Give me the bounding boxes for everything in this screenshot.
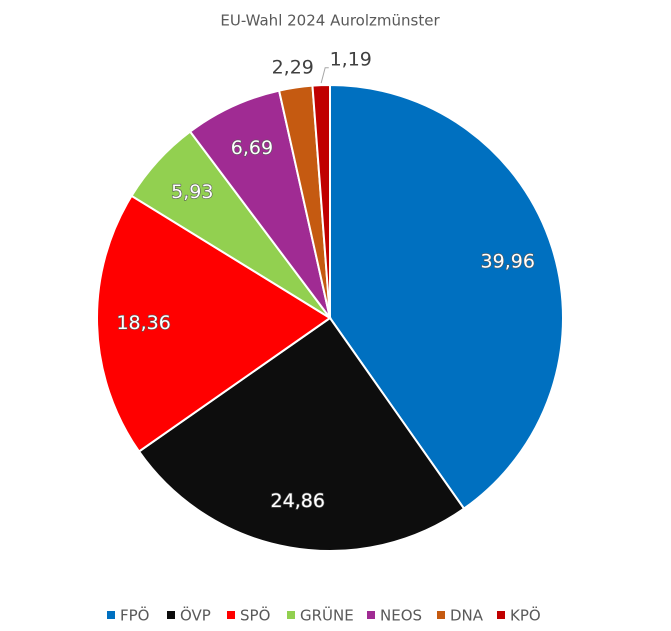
legend-label: KPÖ [510,606,541,625]
pie-slice [311,83,331,319]
pie-slice [329,83,564,511]
data-label: 1,19 [330,48,372,70]
legend-swatch [287,611,295,619]
chart-title: EU-Wahl 2024 Aurolzmünster [220,12,440,30]
legend-swatch [167,611,175,619]
pie-slice [137,316,466,552]
legend-label: NEOS [380,607,422,625]
data-label: 39,96 [481,250,535,272]
legend-swatch [437,611,445,619]
data-label: 18,36 [116,312,170,334]
data-label: 24,86 [271,490,325,512]
legend-label: GRÜNE [300,606,354,625]
legend-label: ÖVP [180,606,211,625]
legend-swatch [497,611,505,619]
legend-label: SPÖ [240,606,270,625]
legend-swatch [367,611,375,619]
data-label: 2,29 [272,56,314,78]
pie-slice [96,194,332,453]
data-label: 5,93 [171,181,213,203]
legend-swatch [227,611,235,619]
legend-label: DNA [450,607,484,625]
data-label: 6,69 [231,137,273,159]
leader-line [320,67,329,84]
legend-label: FPÖ [120,606,149,625]
legend-swatch [107,611,115,619]
